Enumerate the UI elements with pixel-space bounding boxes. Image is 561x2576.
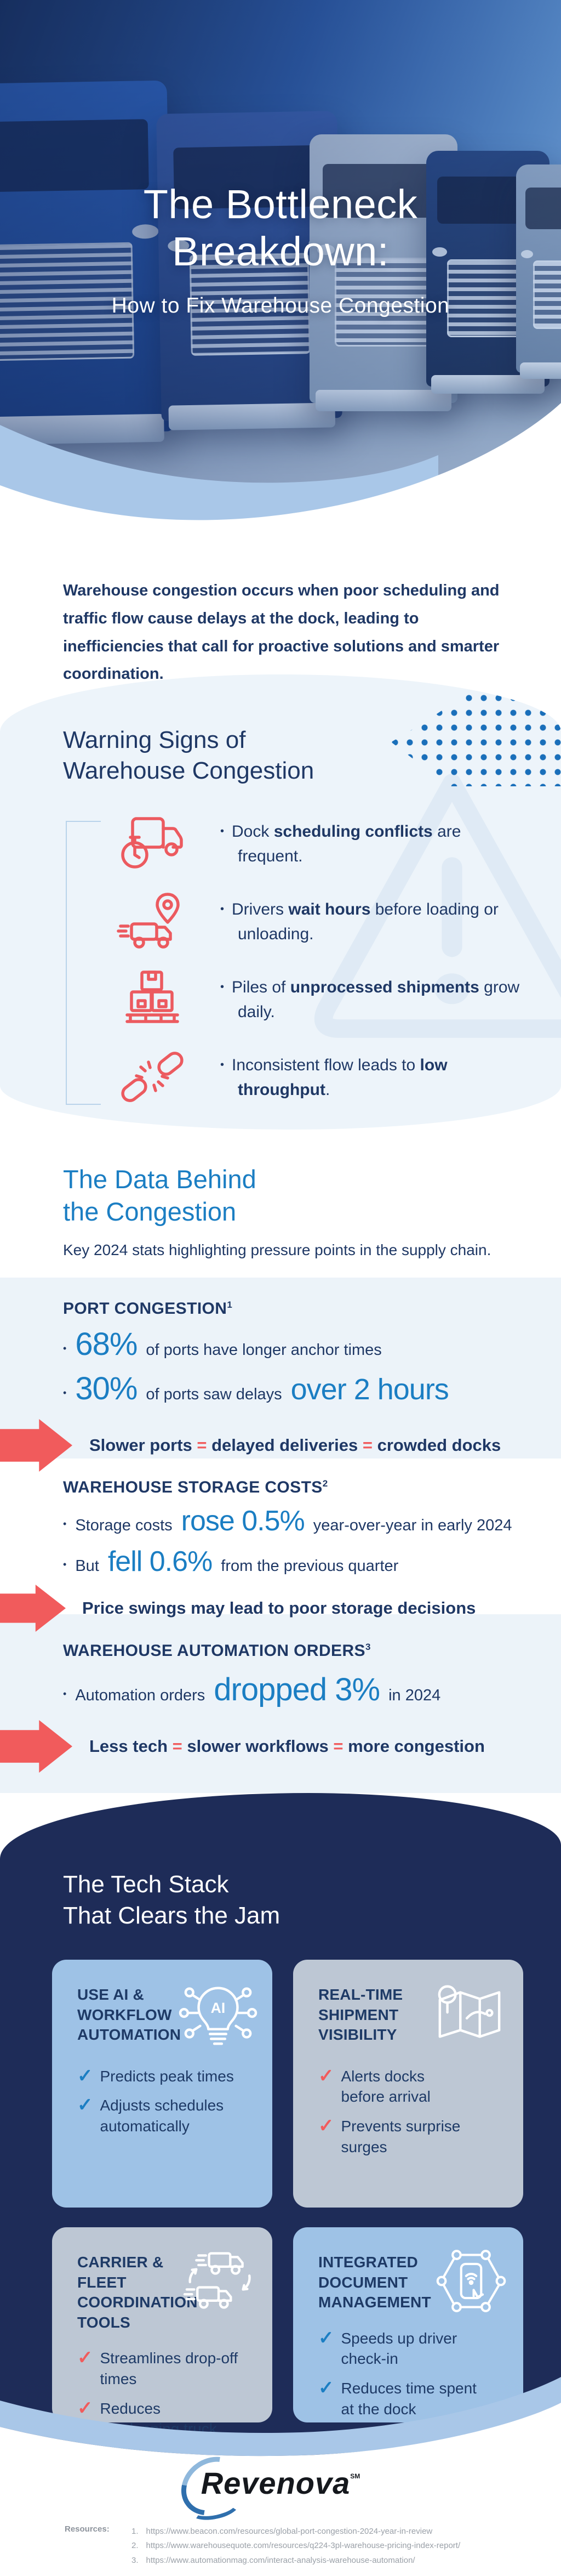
port-congestion-panel: PORT CONGESTION1 • 68% of ports have lon… — [0, 1278, 561, 1472]
port-stat-2: • 30% of ports saw delays over 2 hours — [63, 1371, 449, 1406]
truck-location-icon — [116, 891, 188, 952]
arrow-right-icon — [0, 1720, 72, 1773]
data-heading: The Data Behind the Congestion — [63, 1165, 256, 1226]
resource-link: 3. https://www.automationmag.com/interact… — [131, 2555, 415, 2565]
ai-lightbulb-icon: AI — [177, 1978, 259, 2057]
hero-overlay — [0, 0, 561, 548]
warning-item-text: • Dock scheduling conflicts are frequent. — [220, 822, 461, 865]
automation-takeaway: Less tech = slower workflows = more cong… — [0, 1720, 561, 1773]
check-icon: ✓ — [77, 2397, 93, 2419]
broken-chain-icon — [116, 1047, 188, 1108]
intro-paragraph: Warehouse congestion occurs when poor sc… — [63, 582, 500, 683]
tech-cards-grid: USE AI & WORKFLOW AUTOMATION AI — [52, 1960, 561, 2458]
resource-link: 2. https://www.warehousequote.com/resourc… — [131, 2541, 461, 2551]
automation-orders-panel: WAREHOUSE AUTOMATION ORDERS3 • Automatio… — [0, 1614, 561, 1793]
page-title: The Bottleneck Breakdown: — [143, 181, 418, 274]
warning-item-text: • Inconsistent flow leads to low throughp… — [220, 1056, 448, 1099]
card-ai-workflow: USE AI & WORKFLOW AUTOMATION AI — [52, 1960, 272, 2208]
truck-stopwatch-icon — [116, 813, 188, 875]
warning-list: • Dock scheduling conflicts are frequent.… — [66, 813, 561, 1108]
page-subtitle: How to Fix Warehouse Congestion — [111, 293, 450, 317]
storage-stat-2: • But fell 0.6% from the previous quarte… — [63, 1546, 399, 1578]
resources-list: Resources: 1. https://www.beacon.com/reso… — [0, 2524, 561, 2568]
warning-item: • Drivers wait hours before loading or un… — [116, 891, 561, 952]
check-icon: ✓ — [318, 2327, 334, 2348]
warning-signs-section: Warning Signs of Warehouse Congestion • Do… — [0, 674, 561, 1130]
port-congestion-title: PORT CONGESTION1 — [63, 1300, 233, 1318]
automation-orders-title: WAREHOUSE AUTOMATION ORDERS3 — [63, 1642, 371, 1660]
svg-text:AI: AI — [211, 2000, 226, 2016]
check-icon: ✓ — [318, 2115, 334, 2137]
card-document-management: INTEGRATED DOCUMENT MANAGEMENT — [293, 2227, 523, 2423]
phone-network-icon — [432, 2246, 510, 2319]
check-icon: ✓ — [318, 2065, 334, 2086]
card-shipment-visibility: REAL-TIME SHIPMENT VISIBILITY ✓ Alerts do… — [293, 1960, 523, 2208]
storage-stat-1: • Storage costs rose 0.5% year-over-year… — [63, 1505, 512, 1537]
warning-item-text: • Drivers wait hours before loading or un… — [220, 900, 499, 943]
arrow-right-icon — [0, 1585, 66, 1632]
check-icon: ✓ — [77, 2095, 93, 2116]
tech-bottom-curve — [0, 2377, 561, 2462]
warning-item: • Piles of unprocessed shipments grow dai… — [116, 969, 561, 1030]
port-takeaway: Slower ports = delayed deliveries = crow… — [0, 1419, 561, 1472]
storage-costs-title: WAREHOUSE STORAGE COSTS2 — [63, 1478, 328, 1496]
intro-section: Warehouse congestion occurs when poor sc… — [0, 548, 561, 683]
storage-takeaway: Price swings may lead to poor storage de… — [0, 1585, 561, 1632]
warning-triangle-watermark-icon — [314, 774, 561, 1038]
warning-item-text: • Piles of unprocessed shipments grow dai… — [220, 978, 520, 1021]
data-subtitle: Key 2024 stats highlighting pressure poi… — [63, 1241, 491, 1258]
check-icon: ✓ — [77, 2347, 93, 2368]
hero-section: The Bottleneck Breakdown: How to Fix Ware… — [0, 0, 561, 548]
storage-costs-section: WAREHOUSE STORAGE COSTS2 • Storage costs… — [0, 1459, 561, 1632]
bracket-decoration — [66, 820, 101, 1105]
check-icon: ✓ — [77, 2065, 93, 2086]
fleet-trucks-icon — [179, 2246, 259, 2318]
tech-heading: The Tech Stack That Clears the Jam — [63, 1871, 280, 1930]
map-route-icon — [429, 1978, 510, 2051]
card-fleet-coordination: CARRIER & FLEET COORDINATION TOOLS — [52, 2227, 272, 2458]
data-section-header: The Data Behind the Congestion Key 2024 s… — [0, 1130, 561, 1278]
automation-stat-1: • Automation orders dropped 3% in 2024 — [63, 1672, 441, 1707]
revenova-logo: RevenovaSM — [169, 2444, 385, 2528]
tech-stack-section: The Tech Stack That Clears the Jam USE AI… — [0, 1793, 561, 2462]
port-stat-1: • 68% of ports have longer anchor times — [63, 1326, 382, 1362]
footer-section: RevenovaSM Resources: 1. https://www.beac… — [0, 2444, 561, 2576]
arrow-right-icon — [0, 1419, 72, 1472]
resource-link: 1. https://www.beacon.com/resources/globa… — [131, 2527, 433, 2536]
hero-bottom-curve — [0, 403, 561, 548]
warning-item: • Dock scheduling conflicts are frequent. — [116, 813, 561, 875]
warning-item: • Inconsistent flow leads to low throughp… — [116, 1047, 561, 1108]
check-icon: ✓ — [318, 2378, 334, 2399]
warning-heading: Warning Signs of Warehouse Congestion — [63, 727, 314, 785]
pallet-boxes-icon — [116, 969, 188, 1030]
